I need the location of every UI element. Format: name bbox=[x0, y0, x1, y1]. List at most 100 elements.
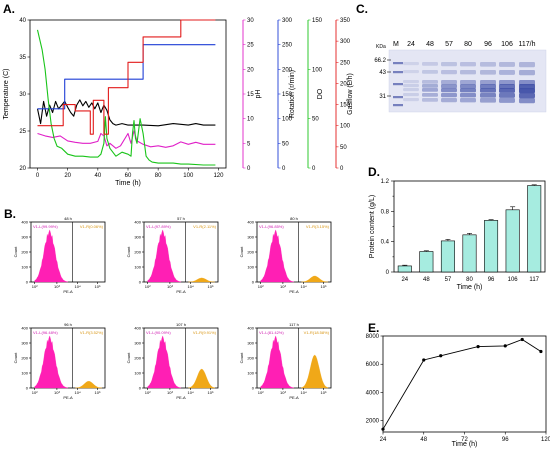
histogram-gate-left-label: V1-L(96.48%) bbox=[33, 330, 58, 335]
gel-sample-band bbox=[480, 88, 496, 93]
histogram-gate-right-label: V1-R(3.52%) bbox=[80, 330, 104, 335]
histogram-x-tick-label: 10³ bbox=[280, 390, 286, 395]
panel-a-x-tick-label: 80 bbox=[155, 173, 162, 179]
gel-marker-band bbox=[393, 62, 403, 65]
panel-e-x-tick-label: 72 bbox=[461, 437, 468, 443]
gel-sample-band bbox=[519, 84, 535, 90]
panel-e-data-point bbox=[439, 354, 443, 358]
histogram-y-tick-label: 0 bbox=[139, 386, 142, 391]
histogram-x-tick-label: 10³ bbox=[167, 390, 173, 395]
panel-a-x-tick-label: 0 bbox=[36, 173, 40, 179]
histogram-y-tick-label: 100 bbox=[21, 371, 28, 376]
histogram-y-tick-label: 100 bbox=[21, 265, 28, 270]
gel-kda-label: KDa bbox=[376, 44, 386, 50]
gel-marker-size: 66.2 bbox=[374, 58, 386, 64]
panel-a-y-tick-label-1: 15 bbox=[247, 92, 254, 98]
panel-e-data-point bbox=[422, 358, 426, 362]
gel-lane-label: 80 bbox=[464, 41, 472, 48]
histogram-gate-left-label: V1-L(81.42%) bbox=[259, 330, 284, 335]
panel-a-y-axis-label-3: DO bbox=[317, 88, 324, 99]
panel-a-y-tick-label-2: 150 bbox=[282, 92, 293, 98]
panel-d-x-tick-label: 80 bbox=[466, 277, 473, 283]
histogram-gate-right-label: V1-R(0.06%) bbox=[80, 224, 104, 229]
panel-a-y-tick-label-1: 0 bbox=[247, 166, 251, 172]
gel-sample-band bbox=[499, 98, 515, 103]
panel-d-y-tick-label: 0.8 bbox=[381, 209, 390, 215]
histogram-x-tick-label: 10² bbox=[145, 390, 151, 395]
gel-sample-band bbox=[441, 62, 457, 67]
panel-d-bar bbox=[527, 185, 542, 273]
panel-a-y-tick-label-1: 20 bbox=[247, 67, 254, 73]
histogram-y-axis-label: Count bbox=[126, 246, 131, 258]
panel-d-x-axis-label: Time (h) bbox=[457, 284, 483, 291]
gel-lane-label: 106 bbox=[501, 41, 513, 48]
gel-marker-size: 31 bbox=[379, 94, 386, 100]
gel-sample-band bbox=[441, 84, 457, 89]
gel-sample-band bbox=[460, 80, 476, 85]
panel-e-x-tick-label: 96 bbox=[502, 437, 509, 443]
gel-sample-band bbox=[403, 62, 419, 66]
histogram-y-tick-label: 0 bbox=[26, 386, 29, 391]
gel-sample-band bbox=[499, 62, 515, 67]
panel-a-x-tick-label: 100 bbox=[183, 173, 194, 179]
panel-a-x-axis-label: Time (h) bbox=[115, 180, 141, 187]
gel-lane-label: 57 bbox=[445, 41, 453, 48]
histogram-y-tick-label: 200 bbox=[21, 250, 28, 255]
gel-sample-band bbox=[441, 88, 457, 93]
gel-sample-band bbox=[422, 84, 438, 88]
histogram-y-tick-label: 400 bbox=[21, 326, 28, 331]
histogram-y-tick-label: 100 bbox=[134, 265, 141, 270]
gel-sample-band bbox=[441, 80, 457, 85]
gel-sample-band bbox=[441, 93, 457, 98]
histogram-x-axis-label: PE-A bbox=[289, 289, 299, 294]
gel-sample-band bbox=[480, 84, 496, 89]
histogram-gate-right-label: V1-R(3.15%) bbox=[306, 224, 330, 229]
histogram-x-tick-label: 10⁵ bbox=[208, 284, 214, 289]
panel-a-y-tick-label-4: 0 bbox=[340, 166, 344, 172]
panel-a-y-tick-label-1: 5 bbox=[247, 141, 251, 147]
panel-d-x-tick-label: 106 bbox=[508, 277, 519, 283]
gel-sample-band bbox=[499, 88, 515, 93]
histogram-negative-population bbox=[260, 335, 295, 389]
histogram-y-axis-label: Count bbox=[239, 352, 244, 364]
gel-sample-band bbox=[480, 70, 496, 75]
histogram-y-tick-label: 400 bbox=[21, 220, 28, 225]
panel-a-y-axis-label-4: Gasflow (L/h) bbox=[347, 73, 354, 115]
histogram-x-tick-label: 10⁴ bbox=[188, 390, 194, 395]
histogram-y-tick-label: 300 bbox=[134, 235, 141, 240]
gel-sample-band bbox=[480, 93, 496, 98]
panel-d-bar bbox=[484, 220, 499, 273]
panel-a-y-tick-label-3: 100 bbox=[312, 67, 323, 73]
panel-d-y-tick-label: 0.4 bbox=[381, 240, 390, 246]
panel-a-y-tick-label-3: 50 bbox=[312, 117, 319, 123]
panel-a-series-line-2 bbox=[37, 44, 216, 110]
histogram-positive-population bbox=[188, 277, 216, 283]
gel-marker-band bbox=[393, 83, 403, 86]
histogram-y-axis-label: Count bbox=[239, 246, 244, 258]
panel-a-y-axis-label-0: Temperature (C) bbox=[3, 69, 10, 120]
gel-sample-band bbox=[460, 62, 476, 67]
histogram-x-tick-label: 10² bbox=[258, 390, 264, 395]
histogram-positive-population bbox=[301, 354, 329, 389]
histogram-x-tick-label: 10² bbox=[258, 284, 264, 289]
panel-b-letter: B. bbox=[4, 207, 16, 221]
panel-e-data-point bbox=[381, 427, 385, 431]
histogram-x-tick-label: 10⁵ bbox=[321, 284, 327, 289]
panel-e-line-chart: 24 48 72 96 120 2000 4000 6000 8000 Time (h) bbox=[366, 334, 550, 448]
panel-a-y-tick-label-4: 150 bbox=[340, 103, 351, 109]
panel-d-x-tick-label: 96 bbox=[488, 277, 495, 283]
gel-sample-band bbox=[403, 88, 419, 92]
panel-d-bar bbox=[419, 251, 434, 273]
gel-sample-band bbox=[499, 84, 515, 89]
panel-a-x-tick-label: 120 bbox=[213, 173, 224, 179]
histogram-positive-population bbox=[188, 368, 216, 389]
histogram-x-tick-label: 10³ bbox=[54, 390, 60, 395]
gel-sample-band bbox=[519, 88, 535, 94]
gel-sample-band bbox=[422, 80, 438, 84]
histogram-gate-right-label: V1-R(18.58%) bbox=[304, 330, 330, 335]
histogram-x-tick-label: 10² bbox=[32, 390, 38, 395]
panel-a-plot-frame bbox=[29, 19, 227, 169]
